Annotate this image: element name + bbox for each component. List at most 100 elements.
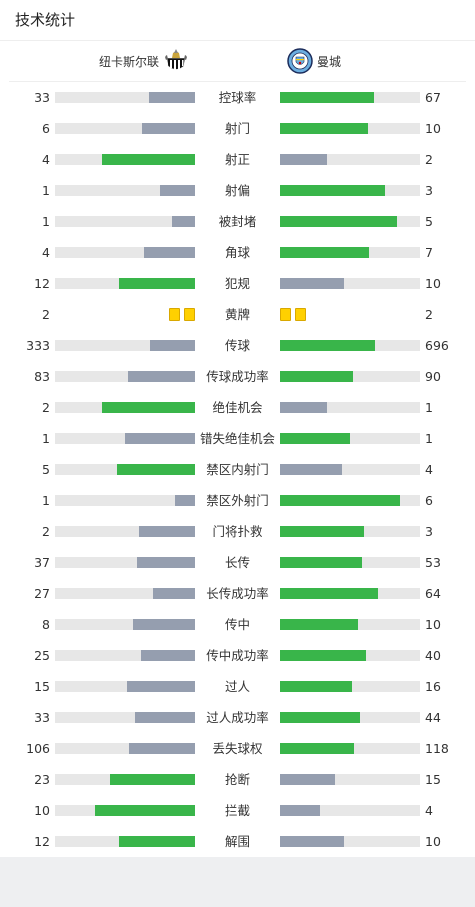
home-stat-bar bbox=[153, 588, 195, 599]
home-stat-value: 2 bbox=[42, 400, 50, 415]
home-team[interactable]: 纽卡斯尔联 bbox=[99, 41, 189, 81]
stat-label: 传中成功率 bbox=[206, 648, 269, 663]
away-stat-bar bbox=[280, 216, 397, 227]
away-stat-bar-track bbox=[280, 154, 420, 165]
away-stat-value: 1 bbox=[425, 400, 433, 415]
man-city-crest-icon bbox=[287, 48, 313, 74]
away-stat-value: 44 bbox=[425, 710, 441, 725]
away-stat-bar bbox=[280, 402, 327, 413]
away-stat-value: 3 bbox=[425, 524, 433, 539]
stat-label: 射门 bbox=[224, 121, 250, 136]
home-stat-value: 27 bbox=[34, 586, 50, 601]
away-stat-bar-track bbox=[280, 743, 420, 754]
away-stat-bar-track bbox=[280, 185, 420, 196]
stat-label: 长传 bbox=[224, 555, 250, 570]
home-stat-value: 25 bbox=[34, 648, 50, 663]
away-stat-bar bbox=[280, 495, 400, 506]
away-stat-value: 3 bbox=[425, 183, 433, 198]
stat-row: 12 解围 10 bbox=[0, 826, 475, 857]
home-stat-bar bbox=[175, 495, 195, 506]
stat-label: 门将扑救 bbox=[212, 524, 263, 539]
yellow-card-icon bbox=[295, 308, 306, 321]
away-stat-value: 67 bbox=[425, 90, 441, 105]
stat-row: 6 射门 10 bbox=[0, 113, 475, 144]
home-stat-value: 8 bbox=[42, 617, 50, 632]
away-stat-bar bbox=[280, 805, 320, 816]
away-stat-bar bbox=[280, 278, 344, 289]
away-stat-bar-track bbox=[280, 278, 420, 289]
home-stat-bar bbox=[117, 464, 195, 475]
away-stat-value: 10 bbox=[425, 121, 441, 136]
stat-row: 4 射正 2 bbox=[0, 144, 475, 175]
away-stat-value: 10 bbox=[425, 834, 441, 849]
away-stat-bar bbox=[280, 526, 364, 537]
home-stat-value: 106 bbox=[26, 741, 50, 756]
home-stat-bar-track bbox=[55, 836, 195, 847]
home-stat-value: 4 bbox=[42, 152, 50, 167]
away-stat-value: 10 bbox=[425, 617, 441, 632]
away-stat-value: 7 bbox=[425, 245, 433, 260]
home-stat-value: 1 bbox=[42, 431, 50, 446]
stat-row: 2 门将扑救 3 bbox=[0, 516, 475, 547]
away-stat-value: 10 bbox=[425, 276, 441, 291]
away-stat-value: 2 bbox=[425, 307, 433, 322]
away-stat-value: 118 bbox=[425, 741, 449, 756]
stat-label: 长传成功率 bbox=[206, 586, 269, 601]
home-stat-bar-track bbox=[55, 278, 195, 289]
stat-label: 传球成功率 bbox=[206, 369, 269, 384]
home-stat-bar bbox=[139, 526, 195, 537]
home-stat-bar bbox=[129, 743, 195, 754]
away-stat-bar bbox=[280, 743, 354, 754]
stat-row: 12 犯规 10 bbox=[0, 268, 475, 299]
home-stat-bar bbox=[172, 216, 195, 227]
home-stat-bar-track bbox=[55, 805, 195, 816]
away-stat-bar-track bbox=[280, 588, 420, 599]
home-stat-value: 5 bbox=[42, 462, 50, 477]
home-stat-bar bbox=[144, 247, 195, 258]
stat-label: 射偏 bbox=[224, 183, 250, 198]
stat-row: 37 长传 53 bbox=[0, 547, 475, 578]
home-stat-bar bbox=[142, 123, 195, 134]
stat-row: 33 控球率 67 bbox=[0, 82, 475, 113]
away-stat-bar-track bbox=[280, 247, 420, 258]
home-stat-value: 1 bbox=[42, 493, 50, 508]
away-stat-bar bbox=[280, 92, 374, 103]
stat-label: 过人成功率 bbox=[206, 710, 269, 725]
home-stat-bar bbox=[135, 712, 195, 723]
home-stat-bar-track bbox=[55, 247, 195, 258]
away-stat-bar bbox=[280, 371, 353, 382]
home-stat-bar-track bbox=[55, 495, 195, 506]
away-stat-bar-track bbox=[280, 92, 420, 103]
away-stat-value: 16 bbox=[425, 679, 441, 694]
stat-row: 33 过人成功率 44 bbox=[0, 702, 475, 733]
stat-label: 丢失球权 bbox=[212, 741, 263, 756]
away-stat-bar bbox=[280, 619, 358, 630]
stat-row: 8 传中 10 bbox=[0, 609, 475, 640]
away-stat-value: 4 bbox=[425, 803, 433, 818]
home-stat-value: 2 bbox=[42, 524, 50, 539]
yellow-card-icon bbox=[184, 308, 195, 321]
stat-row: 333 传球 696 bbox=[0, 330, 475, 361]
home-stat-bar-track bbox=[55, 123, 195, 134]
stat-label: 传中 bbox=[224, 617, 250, 632]
home-stat-bar bbox=[133, 619, 195, 630]
stat-label: 抢断 bbox=[224, 772, 250, 787]
home-stat-value: 2 bbox=[42, 307, 50, 322]
teams-header: 纽卡斯尔联 曼城 bbox=[9, 41, 466, 82]
away-stat-bar bbox=[280, 433, 350, 444]
stat-row: 2 绝佳机会 1 bbox=[0, 392, 475, 423]
stat-row: 5 禁区内射门 4 bbox=[0, 454, 475, 485]
home-stat-bar-track bbox=[55, 526, 195, 537]
stat-row: 106 丢失球权 118 bbox=[0, 733, 475, 764]
away-team-name: 曼城 bbox=[317, 54, 342, 69]
away-stat-value: 53 bbox=[425, 555, 441, 570]
stat-label: 绝佳机会 bbox=[212, 400, 263, 415]
away-stat-bar-track bbox=[280, 495, 420, 506]
stat-row: 25 传中成功率 40 bbox=[0, 640, 475, 671]
stat-row: 83 传球成功率 90 bbox=[0, 361, 475, 392]
home-stat-bar-track bbox=[55, 650, 195, 661]
home-stat-bar bbox=[102, 154, 195, 165]
home-stat-bar bbox=[110, 774, 195, 785]
away-team[interactable]: 曼城 bbox=[287, 41, 341, 81]
home-stat-bar-track bbox=[55, 774, 195, 785]
